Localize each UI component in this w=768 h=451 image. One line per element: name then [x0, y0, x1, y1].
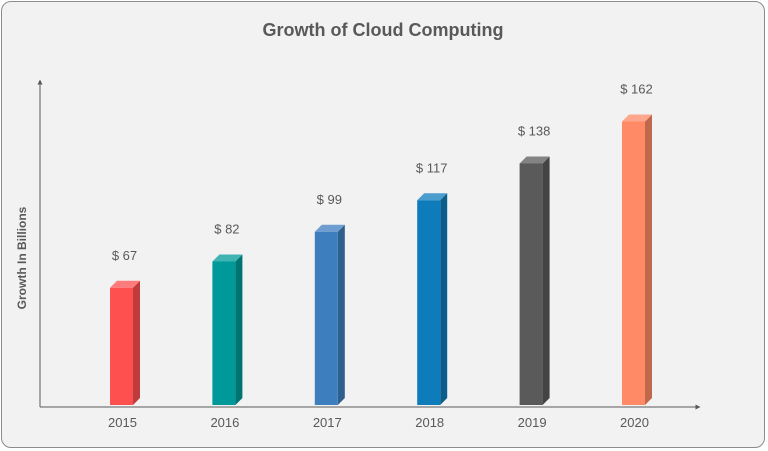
bar-side-2018 — [440, 193, 448, 405]
bar-2019 — [519, 156, 550, 405]
bar-front-2017 — [314, 231, 338, 405]
x-tick-label-2015: 2015 — [108, 415, 137, 430]
bar-side-2015 — [133, 280, 140, 405]
bar-2017 — [314, 224, 345, 405]
data-label-2019: $ 138 — [518, 124, 551, 139]
bar-top-2018 — [417, 193, 448, 201]
x-tick-label-2019: 2019 — [518, 415, 547, 430]
bar-2020 — [622, 114, 652, 405]
data-label-2020: $ 162 — [620, 82, 653, 97]
chart-title: Growth of Cloud Computing — [262, 20, 504, 40]
data-label-2015: $ 67 — [112, 248, 137, 263]
bar-top-2020 — [622, 114, 652, 122]
bar-front-2016 — [212, 261, 236, 405]
x-tick-label-2020: 2020 — [620, 415, 649, 430]
bar-side-2019 — [542, 156, 550, 405]
x-tick-label-2017: 2017 — [313, 415, 342, 430]
bar-2015 — [110, 280, 140, 405]
bar-top-2019 — [519, 156, 550, 164]
bar-2018 — [417, 193, 448, 405]
bar-front-2019 — [519, 163, 543, 405]
data-label-2016: $ 82 — [214, 222, 239, 237]
bar-side-2016 — [235, 254, 243, 405]
bar-front-2015 — [110, 287, 133, 405]
data-label-2018: $ 117 — [416, 160, 448, 175]
bar-top-2016 — [212, 254, 243, 262]
data-label-2017: $ 99 — [317, 192, 342, 207]
bar-top-2015 — [110, 280, 140, 288]
bar-front-2020 — [622, 121, 645, 405]
bar-top-2017 — [314, 224, 345, 232]
bar-2016 — [212, 254, 243, 405]
x-tick-label-2016: 2016 — [210, 415, 239, 430]
bar-side-2017 — [337, 224, 345, 405]
bar-front-2018 — [417, 200, 441, 405]
bar-side-2020 — [645, 114, 652, 405]
x-tick-label-2018: 2018 — [415, 415, 444, 430]
